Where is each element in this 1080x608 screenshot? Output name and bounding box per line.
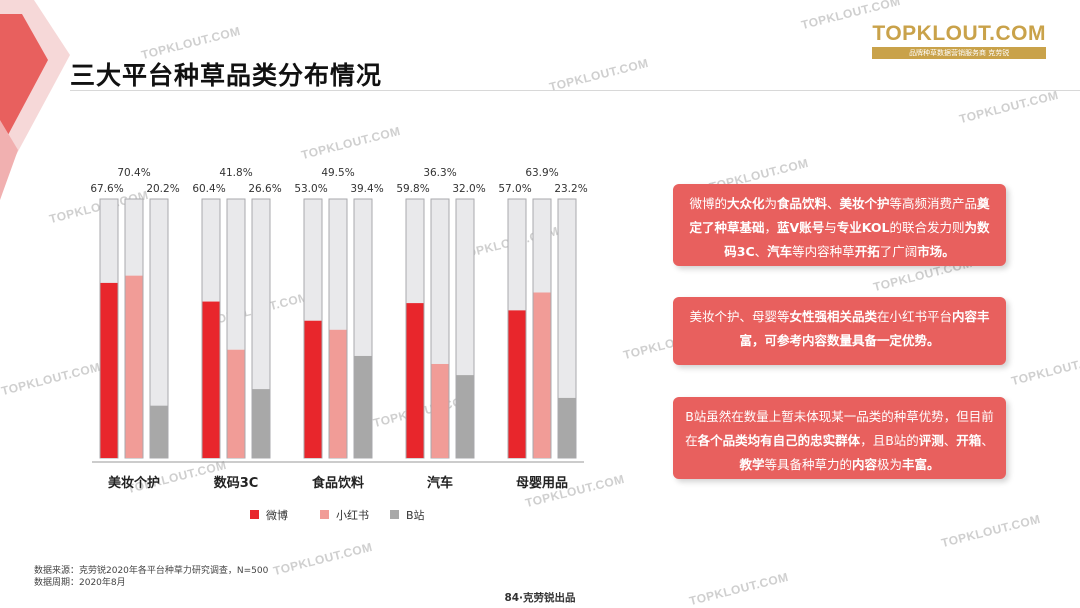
bar [227, 349, 245, 458]
data-label: 36.3% [423, 167, 456, 179]
page-title: 三大平台种草品类分布情况 [70, 61, 383, 90]
insight-emphasis: 教学 [739, 457, 765, 472]
bar [508, 310, 526, 458]
insight-text: 微博的 [689, 196, 727, 211]
insight-emphasis: 各个品类均有自己的忠实群体 [697, 433, 861, 448]
title-divider [70, 90, 1080, 91]
insight-text: ，且B站的 [860, 433, 919, 448]
bar [304, 320, 322, 458]
insight-text: 、 [943, 433, 957, 448]
insight-emphasis: 食品饮料 [776, 196, 827, 211]
category-label: 数码3C [214, 475, 259, 491]
insight-emphasis: 专业KOL [836, 220, 890, 235]
insight-text: B站虽然在数量上暂未体现某一品类的种草优势，但目前在 [685, 409, 994, 448]
insight-text: 、 [827, 196, 840, 211]
watermark: TOPKLOUT.COM [957, 87, 1060, 127]
data-label: 67.6% [90, 183, 123, 195]
insight-emphasis: 丰富。 [902, 457, 940, 472]
insight-emphasis: 内容 [851, 457, 877, 472]
insight-text: 了广阔 [879, 244, 918, 259]
insight-emphasis: 内容丰富 [739, 309, 990, 348]
bar [406, 303, 424, 458]
insight-emphasis: 开箱 [956, 433, 982, 448]
insight-text: 等具备种草力的 [764, 457, 852, 472]
insight-emphasis: 开拓 [854, 244, 880, 259]
bar [150, 405, 168, 458]
data-period: 数据周期：2020年8月 [34, 578, 126, 588]
data-source: 数据来源：克劳锐2020年各平台种草力研究调查，N=500 [34, 566, 269, 576]
decorative-shapes [0, 0, 70, 200]
bar [558, 397, 576, 458]
data-label: 49.5% [321, 167, 354, 179]
category-label: 食品饮料 [312, 475, 364, 491]
bar [252, 389, 270, 458]
data-label: 32.0% [452, 183, 485, 195]
insight-emphasis: 美妆个护 [839, 196, 890, 211]
legend-swatch [250, 510, 259, 519]
watermark: TOPKLOUT.COM [1009, 349, 1080, 389]
insight-emphasis: ，可参考内容数量具备一定优势。 [752, 333, 940, 348]
page-footer: 84·克劳锐出品 [504, 592, 576, 604]
legend-label: 小红书 [336, 509, 369, 522]
legend-swatch [390, 510, 399, 519]
data-label: 53.0% [294, 183, 327, 195]
insight-text: 为 [764, 196, 777, 211]
bar-chart: 67.6% 70.4% 20.2% 美妆个护 60.4% 41.8% 26.6% 数码3C 53… [90, 167, 587, 522]
data-label: 57.0% [498, 183, 531, 195]
logo-sub-text: 品牌种草数据营销服务商 克劳锐 [872, 47, 1046, 59]
bar [100, 282, 118, 458]
insight-emphasis: 评测 [918, 433, 944, 448]
insight-emphasis: 女性强相关品类 [789, 309, 877, 324]
data-label: 63.9% [525, 167, 558, 179]
category-label: 汽车 [427, 475, 453, 491]
legend-label: 微博 [266, 508, 288, 522]
insight-text: 的联合发力则 [889, 220, 965, 235]
insight-emphasis: 汽车 [767, 244, 793, 259]
insight-text: 在小红书平台 [877, 309, 953, 324]
insight-text: 等内容种草 [792, 244, 855, 259]
data-label: 60.4% [192, 183, 225, 195]
insight-card-bilibili: B站虽然在数量上暂未体现某一品类的种草优势，但目前在各个品类均有自己的忠实群体，… [673, 397, 1006, 479]
insight-card-xiaohongshu: 美妆个护、母婴等女性强相关品类在小红书平台内容丰富，可参考内容数量具备一定优势。 [673, 297, 1006, 365]
data-label: 59.8% [396, 183, 429, 195]
bar [202, 301, 220, 458]
bar [354, 355, 372, 458]
insight-emphasis: 市场。 [917, 244, 955, 259]
data-source-note: 数据来源：克劳锐2020年各平台种草力研究调查，N=500 数据周期：2020年… [34, 565, 268, 589]
bar [431, 363, 449, 458]
watermark: TOPKLOUT.COM [271, 539, 374, 579]
bar [329, 329, 347, 458]
insight-text: 极为 [877, 457, 903, 472]
legend-label: B站 [406, 508, 425, 522]
data-label: 39.4% [350, 183, 383, 195]
data-label: 23.2% [554, 183, 587, 195]
bar [533, 292, 551, 458]
data-label: 26.6% [248, 183, 281, 195]
data-label: 20.2% [146, 183, 179, 195]
insight-emphasis: 蓝V账号 [777, 220, 825, 235]
insight-text: 、 [754, 244, 768, 259]
insight-text: 等高频消费产品 [889, 196, 978, 211]
legend-swatch [320, 510, 329, 519]
data-label: 41.8% [219, 167, 252, 179]
category-label: 母婴用品 [516, 475, 568, 491]
insight-text: 、 [981, 433, 994, 448]
data-label: 70.4% [117, 167, 150, 179]
insight-card-weibo: 微博的大众化为食品饮料、美妆个护等高频消费产品奠定了种草基础，蓝V账号与专业KO… [673, 184, 1006, 266]
insight-emphasis: 大众化 [726, 196, 765, 211]
bar [456, 375, 474, 458]
category-label: 美妆个护 [108, 475, 160, 491]
watermark: TOPKLOUT.COM [939, 511, 1042, 551]
insight-text: ， [764, 220, 778, 235]
insight-text: 与 [824, 220, 837, 235]
insight-emphasis: 奠定了种草基础 [689, 196, 990, 235]
bar [125, 275, 143, 458]
brand-logo: TOPKLOUT.COM 品牌种草数据营销服务商 克劳锐 [872, 22, 1046, 59]
logo-main-text: TOPKLOUT.COM [872, 22, 1046, 45]
insight-emphasis: 为数码3C [724, 220, 990, 259]
insight-text: 美妆个护、母婴等 [689, 309, 790, 324]
